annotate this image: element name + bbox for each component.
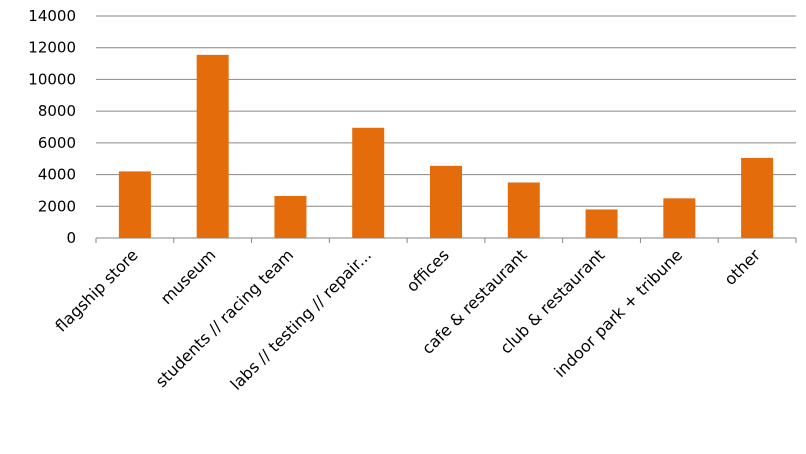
bar xyxy=(118,171,151,238)
y-tick-label: 12000 xyxy=(28,39,76,57)
y-tick-label: 6000 xyxy=(38,134,76,152)
bars xyxy=(118,54,774,238)
y-tick-label: 0 xyxy=(66,229,76,247)
bar xyxy=(352,127,385,238)
x-tick-label: labs // testing // repair... xyxy=(227,245,375,393)
y-tick-label: 4000 xyxy=(38,166,76,184)
bar xyxy=(585,209,618,238)
bar xyxy=(663,198,696,238)
y-tick-label: 2000 xyxy=(38,197,76,215)
bar xyxy=(274,195,307,238)
x-tick-label: museum xyxy=(157,245,220,308)
bar xyxy=(741,157,774,238)
y-axis-tick-labels: 0 2000 4000 6000 8000 10000 12000 14000 xyxy=(28,7,76,247)
y-tick-label: 8000 xyxy=(38,102,76,120)
x-tick-label: students // racing team xyxy=(152,245,298,391)
x-tick-label: offices xyxy=(402,245,452,295)
x-tick-label: indoor park + tribune xyxy=(550,245,686,381)
axes xyxy=(95,237,797,243)
bar xyxy=(507,182,540,238)
bar xyxy=(430,165,462,238)
y-tick-label: 10000 xyxy=(28,70,76,88)
x-tick-label: flagship store xyxy=(51,245,141,335)
y-tick-label: 14000 xyxy=(28,7,76,25)
x-tick-label: other xyxy=(720,245,764,289)
bar xyxy=(196,54,229,238)
